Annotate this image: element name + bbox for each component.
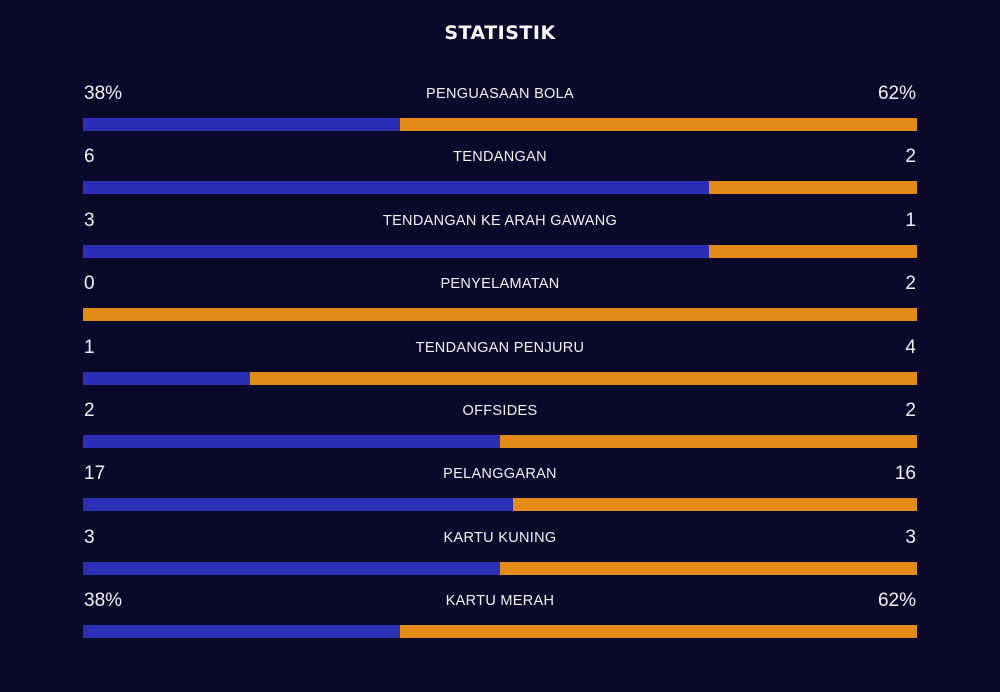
stat-row-shots-on-target: 3 TENDANGAN KE ARAH GAWANG 1 [83,207,917,270]
away-bar [399,625,917,639]
comparison-bar [83,434,917,448]
home-value: 2 [84,399,95,421]
home-value: 3 [84,526,95,548]
home-bar [83,371,250,385]
stat-label: KARTU MERAH [445,593,555,610]
away-value: 4 [905,336,916,358]
away-value: 3 [905,526,916,548]
away-bar [708,244,917,258]
away-bar [500,561,917,575]
home-value: 1 [84,336,95,358]
home-bar [83,434,500,448]
stat-row-ball-possession: 38% PENGUASAAN BOLA 62% [83,80,917,143]
stat-row-corners: 1 TENDANGAN PENJURU 4 [83,334,917,397]
home-value: 0 [84,273,95,295]
home-bar [83,498,513,512]
away-bar [399,118,917,131]
comparison-bar [83,625,917,639]
comparison-bar [83,181,917,195]
comparison-bar [83,244,917,258]
home-bar [83,244,709,258]
away-bar [708,181,917,195]
stat-label: TENDANGAN PENJURU [415,339,585,356]
away-value: 2 [905,273,916,295]
home-value: 38% [84,83,123,104]
stat-row-yellow-cards: 3 KARTU KUNING 3 [83,524,917,587]
away-value: 2 [905,146,916,168]
stat-row-shots: 6 TENDANGAN 2 [83,143,917,206]
away-bar [249,371,917,385]
home-bar [83,625,400,639]
away-value: 62% [877,590,916,612]
away-value: 62% [877,83,916,104]
home-bar [83,561,500,575]
comparison-bar [83,118,917,131]
home-value: 6 [84,146,95,168]
home-value: 17 [84,463,106,485]
stats-list: 38% PENGUASAAN BOLA 62% 6 TENDANGAN 2 [83,80,917,651]
stat-label: OFFSIDES [462,402,538,419]
comparison-bar [83,561,917,575]
stat-label: KARTU KUNING [443,529,557,546]
stat-row-fouls: 17 PELANGGARAN 16 [83,460,917,523]
statistics-title: STATISTIK [444,22,556,44]
away-bar [500,434,917,448]
away-value: 1 [905,209,916,231]
away-bar [512,498,917,512]
home-bar [83,118,400,131]
away-value: 2 [905,399,916,421]
home-value: 38% [84,590,123,612]
stat-label: TENDANGAN KE ARAH GAWANG [382,212,618,229]
away-value: 16 [894,463,916,485]
home-bar [83,181,709,195]
home-value: 3 [84,209,95,231]
comparison-bar [83,371,917,385]
comparison-bar [83,498,917,512]
away-bar [83,308,917,322]
comparison-bar [83,308,917,322]
stat-row-saves: 0 PENYELAMATAN 2 [83,270,917,333]
stat-label: TENDANGAN [453,149,547,166]
stat-label: PENGUASAAN BOLA [426,86,574,102]
stat-row-offsides: 2 OFFSIDES 2 [83,397,917,460]
stat-label: PELANGGARAN [443,466,557,483]
stat-label: PENYELAMATAN [440,276,560,293]
stat-row-red-cards: 38% KARTU MERAH 62% [83,587,917,650]
